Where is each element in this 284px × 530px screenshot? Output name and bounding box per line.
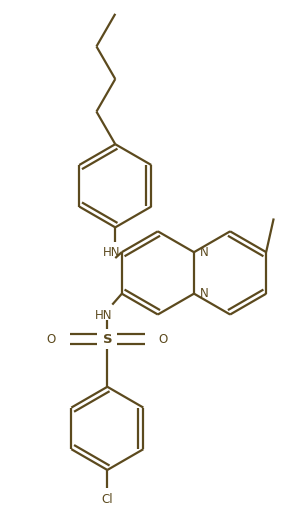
Text: HN: HN bbox=[103, 246, 120, 259]
Text: N: N bbox=[200, 245, 208, 259]
Text: N: N bbox=[200, 287, 208, 300]
Text: O: O bbox=[159, 333, 168, 346]
Text: HN: HN bbox=[95, 308, 112, 322]
Text: Cl: Cl bbox=[101, 493, 113, 506]
Text: O: O bbox=[47, 333, 56, 346]
Text: S: S bbox=[103, 333, 112, 346]
